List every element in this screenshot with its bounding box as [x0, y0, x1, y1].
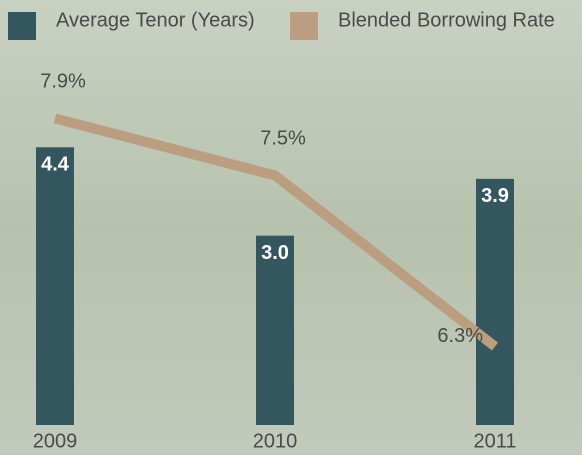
legend-label: Blended Borrowing Rate	[338, 9, 555, 31]
x-tick-label: 2009	[33, 430, 78, 452]
x-tick-label: 2010	[253, 430, 298, 452]
line	[53, 113, 499, 351]
line-value-label: 6.3%	[437, 325, 483, 347]
bar-value-label: 3.0	[261, 242, 289, 264]
bar-value-label: 3.9	[481, 185, 509, 207]
bar	[36, 147, 74, 425]
legend-label: Average Tenor (Years)	[56, 9, 255, 31]
line-value-label: 7.5%	[260, 128, 306, 150]
bar	[256, 235, 294, 425]
bar-value-label: 4.4	[41, 154, 70, 176]
legend-swatch	[290, 12, 318, 40]
x-tick-label: 2011	[473, 430, 516, 452]
legend-swatch	[8, 12, 36, 40]
bar	[476, 178, 514, 425]
line-value-label: 7.9%	[40, 71, 86, 93]
